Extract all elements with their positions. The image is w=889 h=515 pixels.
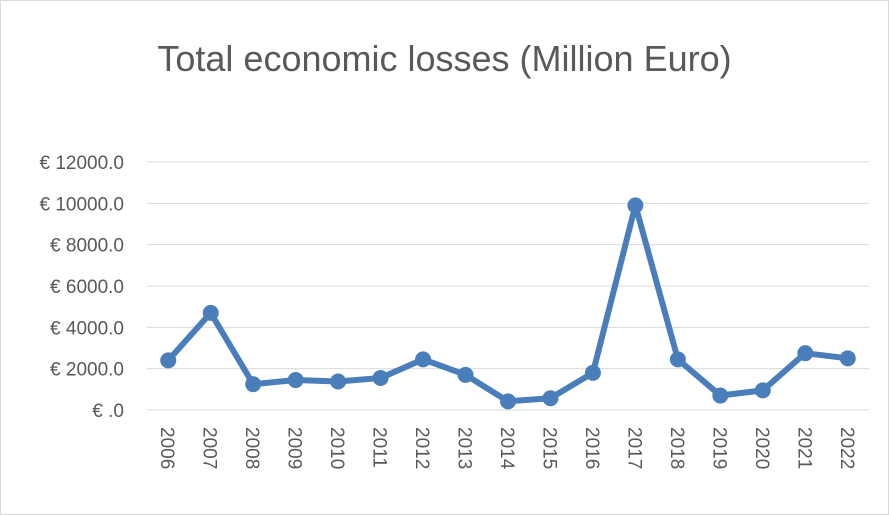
y-tick-label: € 10000.0 (39, 194, 124, 215)
y-tick-label: € 2000.0 (50, 360, 124, 381)
y-tick-label: € 12000.0 (39, 153, 124, 174)
data-point-2017 (627, 197, 644, 214)
data-point-2013 (457, 366, 474, 383)
x-tick-label: 2015 (538, 427, 559, 469)
series-layer (160, 197, 856, 410)
data-point-2022 (839, 350, 856, 367)
x-tick-label: 2012 (411, 427, 432, 469)
x-tick-label: 2007 (199, 427, 220, 469)
y-tick-label: € 6000.0 (50, 277, 124, 298)
y-tick-label: € 4000.0 (50, 318, 124, 339)
x-tick-label: 2008 (241, 427, 262, 469)
data-point-2007 (202, 304, 219, 321)
x-tick-label: 2016 (581, 427, 602, 469)
data-point-2019 (712, 387, 729, 404)
x-tick-label: 2017 (623, 427, 644, 469)
x-tick-label: 2022 (836, 427, 857, 469)
x-tick-label: 2011 (369, 427, 390, 468)
data-point-2006 (160, 352, 177, 369)
data-point-2009 (287, 372, 304, 389)
data-point-2015 (542, 390, 559, 407)
x-tick-label: 2019 (708, 427, 729, 469)
data-point-2010 (330, 373, 347, 390)
x-tick-label: 2021 (793, 427, 814, 469)
data-point-2012 (415, 351, 432, 368)
x-tick-label: 2009 (284, 427, 305, 469)
x-tick-label: 2006 (156, 427, 177, 469)
data-point-2016 (584, 364, 601, 381)
x-tick-label: 2010 (326, 427, 347, 469)
x-tick-label: 2014 (496, 427, 517, 470)
data-point-2008 (245, 376, 262, 393)
data-point-2014 (500, 393, 516, 410)
series-line (165, 202, 851, 405)
chart-title: Total economic losses (Million Euro) (157, 38, 732, 79)
x-tick-label: 2020 (751, 427, 772, 469)
x-tick-label: 2018 (666, 427, 687, 469)
x-tick-label: 2013 (454, 427, 475, 469)
y-tick-label: € .0 (92, 401, 124, 422)
gridlines (147, 161, 869, 411)
y-axis-tick-labels: € .0 € 2000.0 € 4000.0 € 6000.0 € 8000.0 € 10… (39, 153, 124, 422)
y-tick-label: € 8000.0 (50, 236, 124, 257)
data-point-2011 (372, 369, 389, 386)
x-axis-tick-labels: 2006 2007 2008 2009 2010 2011 2012 2013 2014 2015… (156, 427, 857, 470)
data-point-2020 (754, 382, 771, 399)
data-point-2021 (797, 345, 814, 362)
data-point-2018 (669, 351, 686, 368)
